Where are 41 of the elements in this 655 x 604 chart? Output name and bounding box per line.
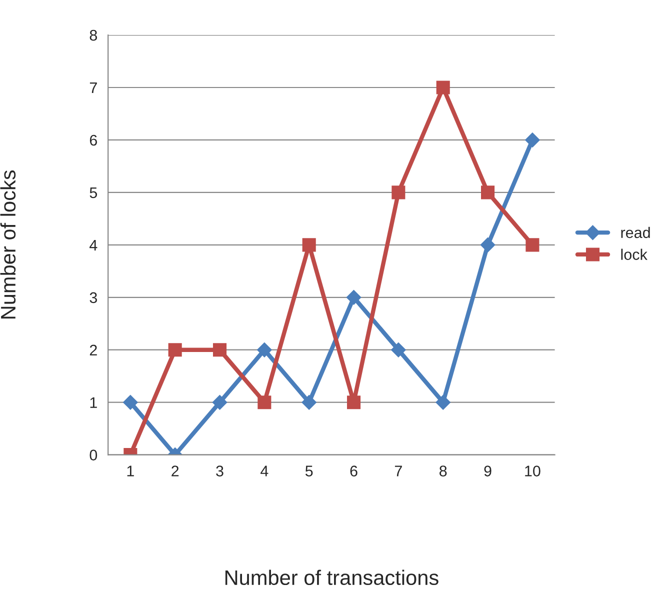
- point: [258, 396, 272, 410]
- legend-label: read: [621, 226, 650, 238]
- y-tick-label: 3: [90, 292, 97, 304]
- x-tick-label: 7: [394, 466, 402, 476]
- point: [123, 394, 138, 410]
- point: [346, 290, 362, 305]
- point: [480, 238, 496, 252]
- point: [302, 238, 316, 252]
- point: [481, 186, 495, 200]
- x-tick-label: 5: [305, 466, 313, 476]
- point: [525, 132, 540, 148]
- y-tick-label: 2: [90, 344, 97, 356]
- point: [257, 342, 272, 358]
- point: [302, 394, 316, 410]
- y-tick-label: 6: [90, 134, 97, 146]
- point: [212, 343, 227, 357]
- y-tick-label: 7: [90, 82, 97, 94]
- x-tick-label: 1: [127, 466, 134, 476]
- point: [392, 186, 406, 200]
- x-tick-label: 10: [525, 466, 540, 476]
- y-axis-title: Number of locks: [0, 170, 16, 318]
- x-tick-label: 4: [260, 466, 268, 476]
- y-tick-label: 5: [90, 187, 98, 198]
- x-tick-label: 2: [172, 466, 179, 476]
- x-tick-label: 3: [216, 466, 224, 476]
- y-tick-label: 1: [90, 397, 97, 408]
- x-tick-label: 6: [350, 466, 358, 476]
- point: [168, 343, 182, 357]
- y-tick-label: 8: [90, 30, 97, 41]
- point: [212, 394, 228, 410]
- x-axis-title: Number of transactions: [225, 570, 438, 586]
- point: [391, 342, 406, 358]
- point: [436, 394, 450, 410]
- point: [526, 238, 540, 252]
- x-tick-label: 8: [440, 466, 447, 476]
- point: [436, 80, 450, 94]
- y-tick-label: 4: [90, 240, 98, 250]
- y-tick-label: 0: [90, 450, 98, 460]
- legend-label: lock: [621, 248, 648, 260]
- point: [346, 396, 361, 410]
- x-tick-label: 9: [484, 466, 492, 476]
